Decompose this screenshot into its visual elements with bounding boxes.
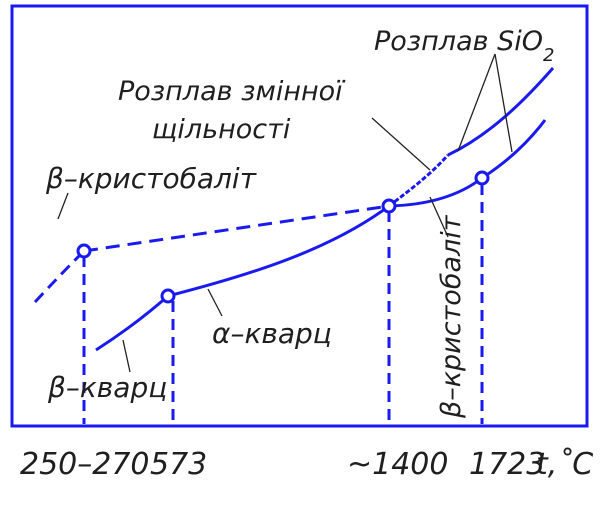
leader-beta-cristobalite-left — [57, 192, 69, 220]
label-melt-variable-density-line2: щільності — [152, 114, 291, 145]
label-beta-quartz: β–кварц — [47, 371, 167, 404]
alpha-quartz-curve — [167, 204, 390, 298]
x-tick-1400: ~1400 — [347, 447, 448, 482]
transition-point-573 — [160, 288, 176, 304]
label-beta-cristobalite-left: β–кристобаліт — [45, 162, 257, 195]
x-tick-573: 573 — [150, 447, 207, 482]
beta-cristobalite-right-curve — [388, 119, 547, 208]
x-tick-250-270: 250–270 — [20, 447, 150, 482]
leader-melt-sio2-1 — [457, 53, 496, 152]
label-alpha-quartz: α–кварц — [212, 317, 332, 350]
leader-melt-variable — [371, 117, 431, 171]
label-beta-cristobalite-right: β–кристобаліт — [436, 214, 467, 419]
transition-point-1400 — [381, 198, 397, 214]
transition-point-1723 — [474, 170, 490, 186]
x-axis-label: t,˚С — [536, 447, 593, 482]
leader-alpha-quartz — [207, 288, 223, 317]
beta-quartz-curve — [95, 294, 169, 352]
leader-melt-sio2-2 — [494, 53, 513, 153]
label-melt-variable-density-line1: Розплав змінної — [118, 76, 346, 107]
leader-beta-quartz — [122, 339, 131, 373]
diagram-frame — [10, 4, 589, 428]
leader-beta-cristobalite-right — [429, 196, 449, 238]
melt-sio2-curve — [447, 67, 555, 157]
beta-cristobalite-dashed-lower — [33, 249, 86, 304]
label-melt-sio2: Розплав SiO2 — [374, 26, 554, 66]
beta-cristobalite-dashed-upper — [83, 204, 390, 253]
x-tick-1723: 1723 — [469, 447, 545, 482]
transition-point-250-270 — [76, 243, 92, 259]
